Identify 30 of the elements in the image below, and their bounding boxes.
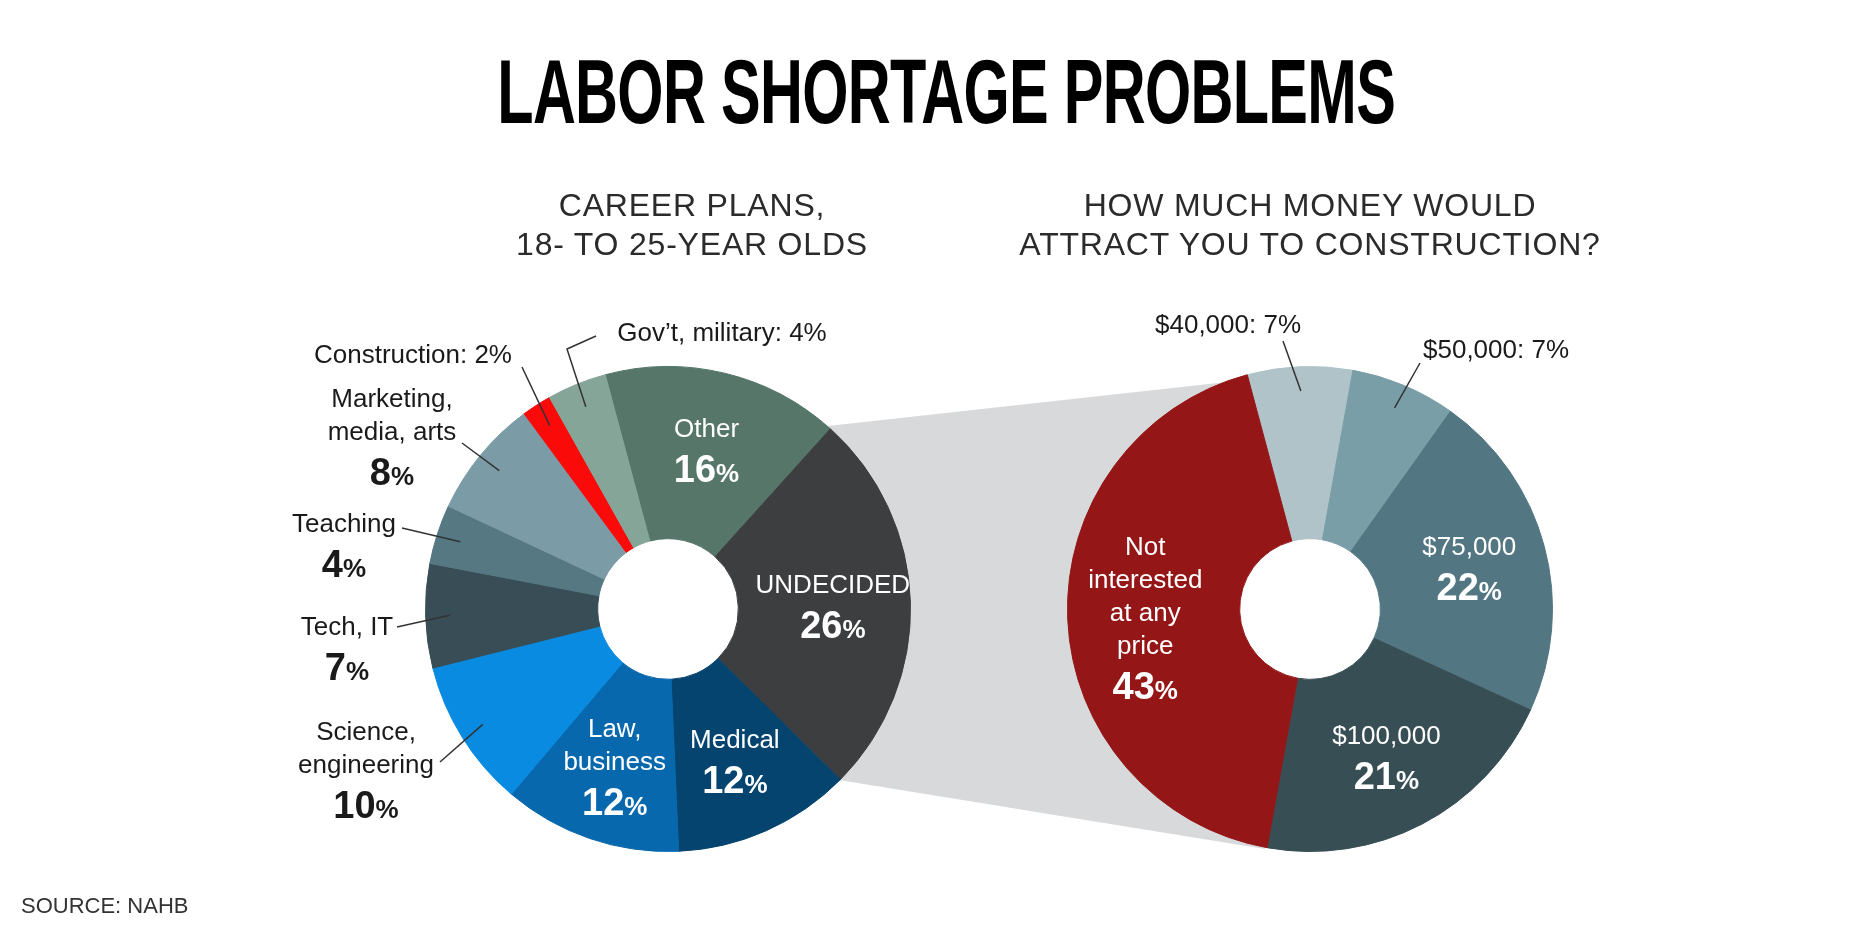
slice-label: Medical — [690, 724, 780, 755]
slice-label: $50,000: 7% — [1423, 334, 1570, 364]
data-label: 21% — [1353, 754, 1420, 797]
data-label: 4% — [321, 543, 367, 585]
data-label: 12% — [702, 759, 768, 802]
data-label: 16% — [673, 448, 740, 491]
slice-label: Marketing, media, arts — [327, 383, 457, 446]
slice-label: $75,000 — [1422, 530, 1517, 561]
chart-title: CAREER PLANS, 18- TO 25-YEAR OLDS — [516, 186, 868, 264]
data-label: 10% — [333, 784, 399, 826]
data-label: 8% — [369, 451, 415, 493]
data-label: 26% — [800, 603, 866, 646]
slice-label: UNDECIDED — [755, 568, 911, 599]
data-label: 22% — [1436, 565, 1502, 608]
slice-label: $40,000: 7% — [1155, 309, 1302, 339]
chart-title: HOW MUCH MONEY WOULD ATTRACT YOU TO CONSTRUCTION? — [1019, 186, 1601, 264]
slice-label: Science, engineering — [298, 716, 434, 779]
slice-label: Construction: 2% — [314, 339, 512, 369]
slice-label: $100,000 — [1332, 719, 1441, 750]
text: LABOR SHORTAGE PROBLEMS — [497, 42, 1395, 142]
slice-label: Not interested at any price — [1088, 530, 1203, 660]
slice-label: Gov’t, military: 4% — [617, 317, 827, 347]
slice-label: Tech, IT — [300, 611, 394, 641]
data-label: 43% — [1112, 664, 1178, 707]
slice-label: Law, business — [563, 713, 667, 777]
slice-label: Teaching — [291, 508, 397, 538]
slice-label: Other — [674, 413, 740, 444]
source-note: SOURCE: NAHB — [21, 893, 189, 918]
data-label: 7% — [324, 646, 370, 688]
data-label: 12% — [582, 781, 648, 824]
